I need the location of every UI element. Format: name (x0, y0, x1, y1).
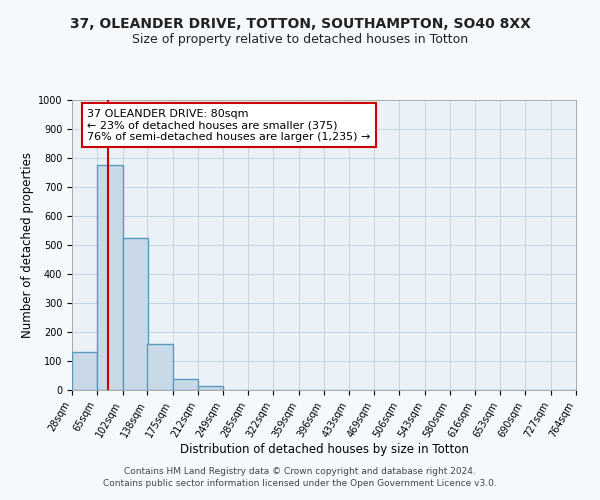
Bar (97, 166, 122, 390)
Text: Size of property relative to detached houses in Totton: Size of property relative to detached ho… (132, 32, 468, 46)
Bar (72, 352, 97, 390)
X-axis label: Distribution of detached houses by size in Totton: Distribution of detached houses by size … (179, 443, 469, 456)
Bar (173, 379, 198, 390)
Bar (122, 238, 148, 390)
Bar (148, 344, 173, 390)
Y-axis label: Number of detached properties: Number of detached properties (20, 152, 34, 338)
Text: 37 OLEANDER DRIVE: 80sqm
← 23% of detached houses are smaller (375)
76% of semi-: 37 OLEANDER DRIVE: 80sqm ← 23% of detach… (87, 108, 370, 142)
Text: Contains HM Land Registry data © Crown copyright and database right 2024.
Contai: Contains HM Land Registry data © Crown c… (103, 466, 497, 487)
Bar (198, 386, 223, 390)
Text: 37, OLEANDER DRIVE, TOTTON, SOUTHAMPTON, SO40 8XX: 37, OLEANDER DRIVE, TOTTON, SOUTHAMPTON,… (70, 18, 530, 32)
